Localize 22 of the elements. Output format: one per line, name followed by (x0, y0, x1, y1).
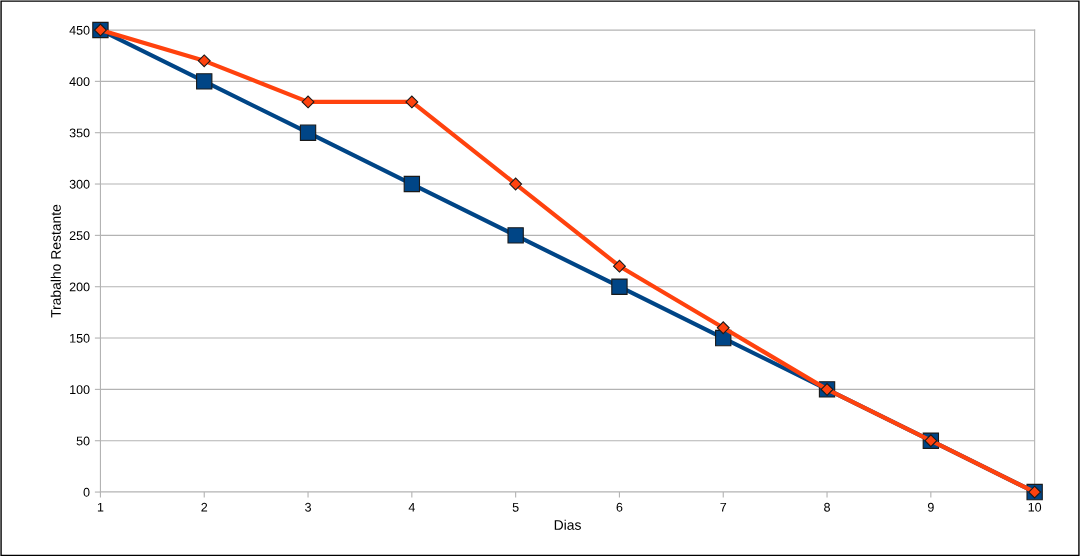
y-tick-label: 300 (69, 179, 90, 189)
y-tick-label: 200 (69, 282, 90, 292)
x-tick-label: 8 (824, 502, 830, 512)
x-tick-label: 1 (97, 502, 104, 512)
y-tick-label: 150 (70, 333, 90, 343)
y-tick-label: 450 (69, 25, 90, 35)
x-axis-title: Dias (554, 519, 581, 530)
y-tick-label: 400 (69, 77, 90, 87)
x-tick-label: 10 (1028, 502, 1042, 512)
x-tick-label: 7 (720, 502, 727, 512)
y-tick-label: 250 (69, 231, 90, 241)
y-tick-label: 350 (69, 128, 90, 138)
y-tick-label: 50 (76, 436, 90, 446)
x-tick-label: 4 (408, 502, 415, 512)
x-tick-label: 2 (201, 502, 208, 512)
x-tick-label: 5 (512, 502, 519, 512)
y-tick-label: 100 (70, 385, 90, 395)
x-tick-label: 6 (616, 502, 623, 512)
x-tick-label: 3 (305, 502, 311, 512)
y-tick-label: 0 (83, 487, 90, 497)
y-axis-title: Trabalho Restante (50, 204, 61, 318)
x-tick-label: 9 (927, 502, 934, 512)
